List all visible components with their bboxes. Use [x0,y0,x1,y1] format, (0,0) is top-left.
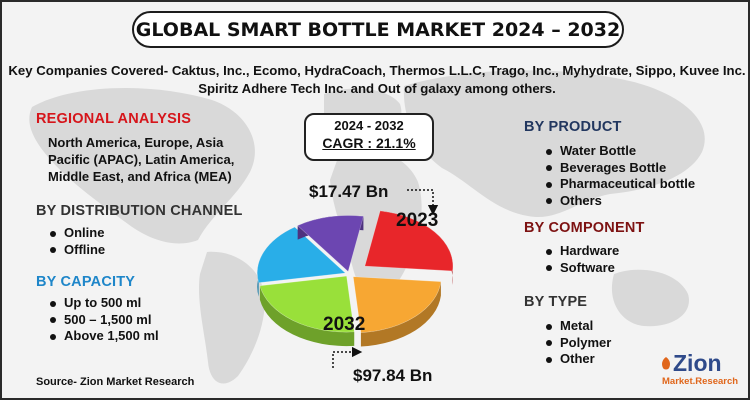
by-type-list: Metal Polymer Other [544,318,611,368]
cagr-value: CAGR : 21.1% [322,135,416,151]
pie-slice-green [259,275,355,333]
pie-slice-green-side [259,285,355,347]
distribution-channel-list: Online Offline [48,225,105,258]
list-item: Pharmaceutical bottle [544,176,695,193]
market-value-2023: $17.47 Bn [309,182,389,201]
by-product-list: Water Bottle Beverages Bottle Pharmaceut… [544,143,695,209]
zion-logo: Zion Market.Research [659,350,739,392]
regional-analysis-title: REGIONAL ANALYSIS [36,111,192,127]
list-item: Others [544,193,695,210]
logo-name: Zion [673,350,722,376]
regional-analysis-text: North America, Europe, Asia Pacific (APA… [48,135,235,184]
cagr-box: 2024 - 2032 CAGR : 21.1% [304,113,434,161]
logo-mark-icon [662,357,670,370]
pie-slice-purple [297,215,364,273]
year-2023-label: 2023 [396,210,439,231]
list-item: Polymer [544,335,611,352]
capacity-title: BY CAPACITY [36,274,136,290]
arrow-2023 [407,189,439,216]
logo-subtitle: Market.Research [662,376,739,387]
pie-slices [257,210,454,347]
by-component-title: BY COMPONENT [524,220,645,236]
list-item: Above 1,500 ml [48,328,159,345]
market-value-2032: $97.84 Bn [353,366,433,385]
market-pie-graphic [257,189,454,368]
pie-slice-orange-side [360,281,441,347]
list-item: Other [544,351,611,368]
list-item: Up to 500 ml [48,295,159,312]
source-note: Source- Zion Market Research [36,376,195,388]
year-2032-label: 2032 [323,314,366,335]
pie-slice-orange [352,276,442,333]
list-item: Software [544,260,619,277]
list-item: Beverages Bottle [544,160,695,177]
list-item: 500 – 1,500 ml [48,312,159,329]
list-item: Hardware [544,243,619,260]
by-component-list: Hardware Software [544,243,619,276]
arrow-2032 [332,346,363,368]
cagr-years: 2024 - 2032 [334,118,404,133]
pie-slice-red [364,210,454,272]
key-companies-text: Key Companies Covered- Caktus, Inc., Eco… [8,63,746,96]
capacity-list: Up to 500 ml 500 – 1,500 ml Above 1,500 … [48,295,159,345]
pie-slice-blue [257,226,346,284]
distribution-channel-title: BY DISTRIBUTION CHANNEL [36,203,243,219]
list-item: Water Bottle [544,143,695,160]
by-product-title: BY PRODUCT [524,119,622,135]
list-item: Online [48,225,105,242]
list-item: Offline [48,242,105,259]
list-item: Metal [544,318,611,335]
by-type-title: BY TYPE [524,294,588,310]
page-title: GLOBAL SMART BOTTLE MARKET 2024 – 2032 [132,11,624,48]
